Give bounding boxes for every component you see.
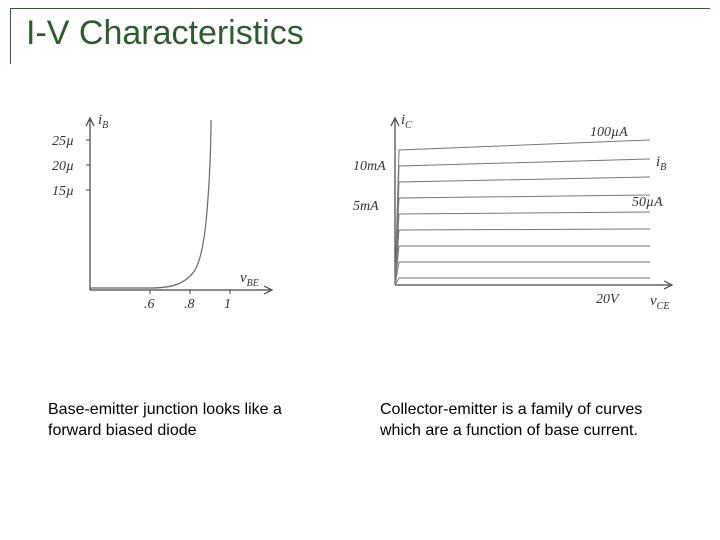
slide: I-V Characteristics iB vBE 25µ 20µ 15µ .6 .8 1 …	[0, 0, 720, 540]
title-tick	[10, 8, 11, 64]
svg-text:vBE: vBE	[240, 270, 259, 289]
left-plot: iB vBE 25µ 20µ 15µ .6 .8 1	[30, 110, 310, 350]
svg-text:15µ: 15µ	[52, 184, 74, 199]
title-rule	[10, 8, 710, 9]
diode-curve-chart: iB vBE 25µ 20µ 15µ .6 .8 1	[30, 110, 310, 330]
svg-text:50µA: 50µA	[632, 195, 663, 210]
svg-text:iB: iB	[98, 112, 108, 131]
svg-text:5mA: 5mA	[353, 199, 379, 214]
caption-right: Collector-emitter is a family of curves …	[380, 400, 670, 442]
svg-text:.8: .8	[184, 297, 195, 312]
plots-area: iB vBE 25µ 20µ 15µ .6 .8 1 iC vCE 10mA 5mA 20V 100µA…	[30, 110, 690, 370]
svg-text:20V: 20V	[596, 292, 620, 307]
svg-text:1: 1	[224, 297, 231, 312]
svg-text:100µA: 100µA	[590, 125, 628, 140]
right-plot: iC vCE 10mA 5mA 20V 100µA iB 50µA	[350, 110, 690, 350]
svg-text:iB: iB	[656, 154, 666, 173]
page-title: I-V Characteristics	[26, 14, 304, 53]
svg-text:25µ: 25µ	[52, 134, 74, 149]
caption-left: Base-emitter junction looks like a forwa…	[48, 400, 298, 442]
svg-text:vCE: vCE	[650, 293, 669, 312]
collector-curves-chart: iC vCE 10mA 5mA 20V 100µA iB 50µA	[350, 110, 690, 330]
svg-text:iC: iC	[401, 112, 412, 131]
svg-text:20µ: 20µ	[52, 159, 74, 174]
svg-text:.6: .6	[144, 297, 155, 312]
svg-text:10mA: 10mA	[353, 159, 386, 174]
